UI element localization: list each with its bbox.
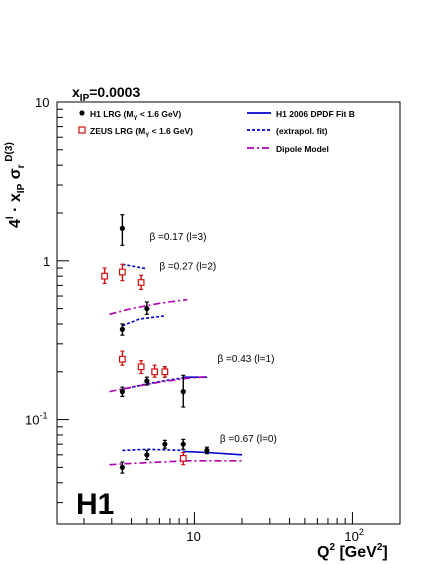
legend-label: (extrapol. fit): [276, 126, 328, 136]
zeus-data-point: [179, 454, 187, 462]
h1-data-point: [119, 225, 125, 231]
y-tick-label: 10-1: [25, 411, 47, 428]
h1-data-point: [119, 464, 125, 470]
legend-marker: [78, 126, 86, 134]
x-tick-label: 102: [344, 527, 363, 544]
curve-dashed: [122, 315, 165, 327]
data-points: [101, 214, 210, 474]
beta-label: β =0.43 (l=1): [218, 354, 275, 365]
h1-data-point: [119, 389, 125, 395]
legend-marker: [79, 110, 85, 116]
x-axis-label: Q2 [GeV2]: [317, 542, 388, 561]
x-tick-label: 10: [186, 529, 200, 544]
plot-frame: [56, 101, 401, 525]
legend-label: Dipole Model: [276, 144, 329, 154]
y-tick-label: 10: [35, 95, 49, 110]
zeus-data-point: [161, 368, 169, 376]
zeus-data-point: [118, 268, 126, 276]
h1-data-point: [144, 452, 150, 458]
curve-solid: [183, 450, 243, 456]
beta-label: β =0.27 (l=2): [159, 262, 216, 273]
h1-data-point: [162, 441, 168, 447]
curve-dashed: [122, 448, 184, 452]
axis-tick-labels: 10 102 10 1 10-1: [25, 95, 364, 544]
h1-data-point: [119, 326, 125, 332]
legend-label: H1 2006 DPDF Fit B: [276, 109, 355, 119]
beta-label: β =0.17 (l=3): [150, 232, 207, 243]
h1-data-point: [180, 389, 186, 395]
beta-label: β =0.67 (l=0): [220, 434, 277, 445]
y-axis-label: 4l · xIP σr D(3): [4, 142, 27, 228]
h1-data-point: [144, 305, 150, 312]
zeus-data-point: [137, 363, 145, 371]
zeus-data-point: [118, 355, 126, 363]
curve-dashed: [122, 263, 148, 270]
h1-logo: H1: [76, 488, 114, 521]
curve-dashdot: [109, 460, 242, 466]
y-tick-label: 1: [43, 254, 50, 269]
curve-dashdot: [109, 376, 207, 393]
axis-ticks: [57, 101, 401, 524]
legend-label: H1 LRG (MY < 1.6 GeV): [90, 109, 181, 122]
zeus-data-point: [101, 272, 108, 280]
beta-labels: β =0.17 (l=3) β =0.27 (l=2) β =0.43 (l=1) β…: [150, 232, 277, 445]
curve-dashdot: [109, 298, 188, 316]
legend: H1 LRG (MY < 1.6 GeV) ZEUS LRG (MY < 1.6 …: [78, 109, 355, 154]
zeus-data-point: [151, 368, 159, 376]
legend-label: ZEUS LRG (MY < 1.6 GeV): [90, 126, 193, 139]
h1-data-point: [204, 447, 210, 453]
zeus-data-point: [137, 279, 145, 286]
chart-title: xIP=0.0003: [72, 84, 140, 104]
h1-data-point: [180, 441, 186, 447]
h1-data-point: [144, 378, 150, 384]
